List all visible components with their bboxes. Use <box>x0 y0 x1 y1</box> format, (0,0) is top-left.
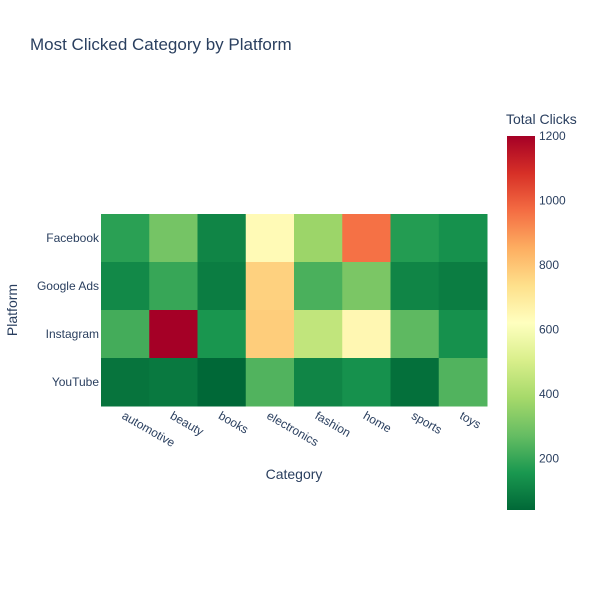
heatmap-cell-google-ads-electronics <box>245 262 295 311</box>
heatmap-cell-youtube-fashion <box>294 358 343 407</box>
heatmap-cell-instagram-automotive <box>101 310 150 359</box>
colorbar-tick-label: 1200 <box>539 129 566 143</box>
heatmap-cell-youtube-sports <box>390 358 440 407</box>
colorbar-tick-label: 600 <box>539 322 559 336</box>
heatmap-cell-instagram-toys <box>438 310 488 359</box>
y-tick-label: Google Ads <box>37 279 99 293</box>
colorbar <box>507 136 535 510</box>
x-tick-label: sports <box>409 408 444 436</box>
heatmap-cell-google-ads-sports <box>390 262 440 311</box>
heatmap-cell-instagram-beauty <box>149 310 198 359</box>
colorbar-tick-label: 800 <box>539 258 559 272</box>
heatmap-cell-google-ads-books <box>197 262 247 311</box>
heatmap-cell-instagram-electronics <box>245 310 295 359</box>
heatmap-cell-youtube-beauty <box>149 358 198 407</box>
heatmap-cell-google-ads-automotive <box>101 262 150 311</box>
colorbar-tick-label: 400 <box>539 387 559 401</box>
colorbar-ticks: 200 400 600 800 1000 1200 <box>539 129 566 465</box>
heatmap-cell-google-ads-home <box>342 262 391 311</box>
heatmap-cell-facebook-sports <box>390 214 440 263</box>
heatmap-cell-instagram-fashion <box>294 310 343 359</box>
x-tick-label: books <box>216 408 251 436</box>
x-tick-label: toys <box>457 408 483 431</box>
y-tick-label: YouTube <box>52 375 99 389</box>
heatmap-cell-facebook-home <box>342 214 391 263</box>
heatmap-cell-facebook-electronics <box>245 214 295 263</box>
heatmap-cell-facebook-automotive <box>101 214 150 263</box>
chart-title: Most Clicked Category by Platform <box>30 35 292 54</box>
y-axis-ticks: Facebook Google Ads Instagram YouTube <box>37 231 100 389</box>
heatmap-cell-instagram-sports <box>390 310 440 359</box>
x-tick-label: home <box>361 408 394 435</box>
heatmap-cell-google-ads-fashion <box>294 262 343 311</box>
heatmap-cell-youtube-books <box>197 358 247 407</box>
y-axis-title: Platform <box>4 284 20 336</box>
heatmap-cell-youtube-electronics <box>245 358 295 407</box>
x-axis-title: Category <box>266 466 323 482</box>
heatmap-cell-google-ads-beauty <box>149 262 198 311</box>
heatmap-cell-youtube-home <box>342 358 391 407</box>
heatmap-cell-facebook-fashion <box>294 214 343 263</box>
y-tick-label: Facebook <box>46 231 100 245</box>
y-tick-label: Instagram <box>46 327 99 341</box>
heatmap-cells <box>101 214 488 407</box>
colorbar-title: Total Clicks <box>506 111 577 127</box>
heatmap-cell-instagram-home <box>342 310 391 359</box>
heatmap-cell-google-ads-toys <box>438 262 488 311</box>
heatmap-cell-youtube-automotive <box>101 358 150 407</box>
colorbar-tick-label: 200 <box>539 451 559 465</box>
heatmap-cell-youtube-toys <box>438 358 488 407</box>
x-tick-label: beauty <box>168 408 206 438</box>
heatmap-cell-facebook-beauty <box>149 214 198 263</box>
heatmap-cell-facebook-toys <box>438 214 488 263</box>
x-tick-label: electronics <box>264 408 321 449</box>
colorbar-tick-label: 1000 <box>539 193 566 207</box>
heatmap-cell-facebook-books <box>197 214 247 263</box>
heatmap-cell-instagram-books <box>197 310 247 359</box>
x-tick-label: automotive <box>120 408 178 450</box>
